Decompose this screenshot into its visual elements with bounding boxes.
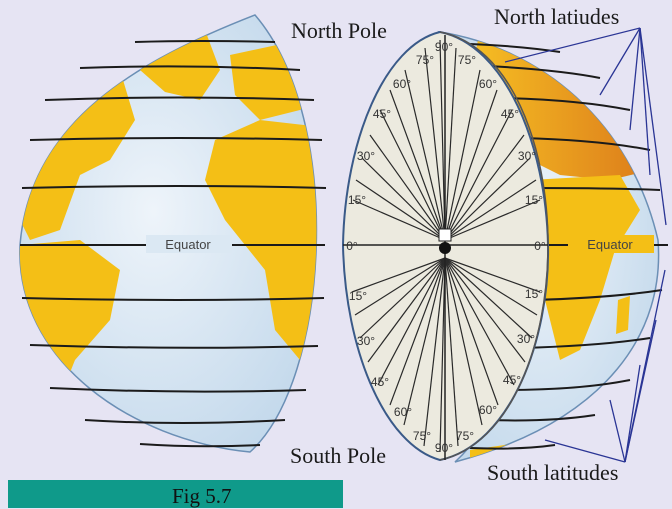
deg-15-south-left: 15° bbox=[349, 289, 367, 303]
south-pole-label: South Pole bbox=[290, 443, 386, 468]
cross-section: 90° 75° 75° 60° 60° 45° 45° 30° 30° 15° … bbox=[341, 30, 550, 462]
earth-center-marker bbox=[439, 242, 451, 254]
deg-30-south-right: 30° bbox=[517, 332, 535, 346]
north-latitudes-label: North latiudes bbox=[494, 4, 620, 29]
right-latitude-lines bbox=[469, 43, 668, 450]
deg-0-right: 0° bbox=[534, 239, 546, 253]
deg-15-north-left: 15° bbox=[348, 193, 366, 207]
left-hemisphere: Equator bbox=[19, 14, 327, 453]
equator-label-right-bg bbox=[568, 235, 654, 253]
equator-label-bg bbox=[146, 235, 232, 253]
deg-45-south-right: 45° bbox=[503, 373, 521, 387]
deg-90-south: 90° bbox=[435, 441, 453, 455]
latitude-radial-lines bbox=[351, 39, 541, 453]
left-latitude-lines bbox=[20, 40, 327, 448]
figure-caption: Fig 5.7 bbox=[172, 484, 232, 508]
africa-right-shape bbox=[530, 175, 640, 360]
africa-shape bbox=[205, 120, 317, 360]
deg-75-north-right: 75° bbox=[458, 53, 476, 67]
equator-label-right: Equator bbox=[587, 237, 633, 252]
deg-45-south-left: 45° bbox=[371, 375, 389, 389]
deg-30-north-left: 30° bbox=[357, 149, 375, 163]
deg-90-north: 90° bbox=[435, 40, 453, 54]
deg-15-south-right: 15° bbox=[525, 287, 543, 301]
south-latitudes-label: South latitudes bbox=[487, 460, 619, 485]
south-latitude-pointers bbox=[544, 269, 666, 463]
figure-caption-bar bbox=[8, 480, 343, 508]
deg-75-south-left: 75° bbox=[413, 429, 431, 443]
deg-60-south-right: 60° bbox=[479, 403, 497, 417]
equator-label-left: Equator bbox=[165, 237, 211, 252]
deg-45-north-left: 45° bbox=[373, 107, 391, 121]
center-cross-block bbox=[438, 228, 452, 242]
deg-45-north-right: 45° bbox=[501, 107, 519, 121]
deg-60-north-left: 60° bbox=[393, 77, 411, 91]
deg-15-north-right: 15° bbox=[525, 193, 543, 207]
north-latitude-pointers bbox=[504, 27, 667, 226]
deg-60-south-left: 60° bbox=[394, 405, 412, 419]
deg-60-north-right: 60° bbox=[479, 77, 497, 91]
north-pole-label: North Pole bbox=[291, 18, 387, 43]
madagascar-shape bbox=[616, 296, 630, 334]
deg-30-north-right: 30° bbox=[518, 149, 536, 163]
deg-0-left: 0° bbox=[346, 239, 358, 253]
deg-75-north-left: 75° bbox=[416, 53, 434, 67]
deg-75-south-right: 75° bbox=[456, 429, 474, 443]
deg-30-south-left: 30° bbox=[357, 334, 375, 348]
